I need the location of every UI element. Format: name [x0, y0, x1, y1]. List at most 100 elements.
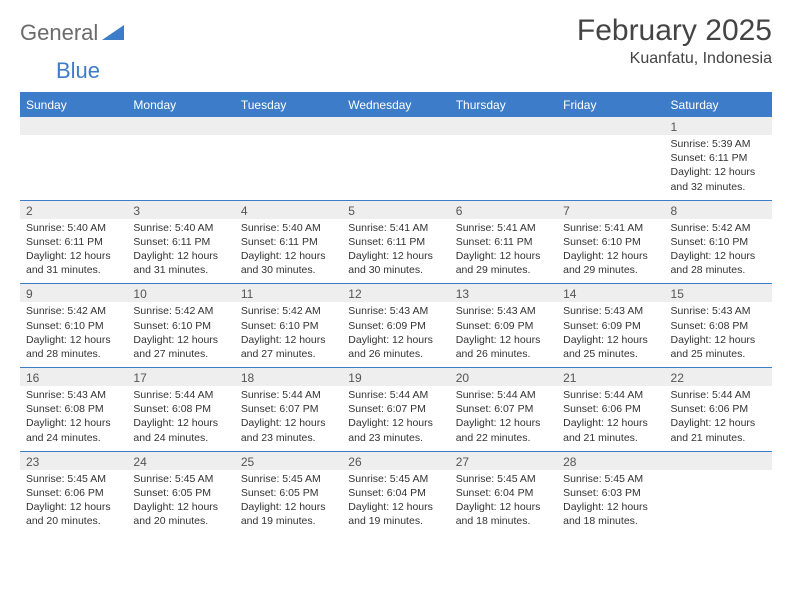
daylight-text: Daylight: 12 hours and 20 minutes. — [26, 500, 121, 528]
day-number: 20 — [450, 368, 557, 386]
cell-body: Sunrise: 5:44 AMSunset: 6:08 PMDaylight:… — [127, 386, 234, 451]
sunrise-text: Sunrise: 5:43 AM — [26, 388, 121, 402]
sunset-text: Sunset: 6:11 PM — [456, 235, 551, 249]
daylight-text: Daylight: 12 hours and 25 minutes. — [671, 333, 766, 361]
day-number: 25 — [235, 452, 342, 470]
daylight-text: Daylight: 12 hours and 30 minutes. — [241, 249, 336, 277]
daylight-text: Daylight: 12 hours and 27 minutes. — [133, 333, 228, 361]
title-block: February 2025 Kuanfatu, Indonesia — [577, 14, 772, 68]
sunrise-text: Sunrise: 5:44 AM — [133, 388, 228, 402]
calendar-cell: 12Sunrise: 5:43 AMSunset: 6:09 PMDayligh… — [342, 284, 449, 367]
cell-body: Sunrise: 5:40 AMSunset: 6:11 PMDaylight:… — [20, 219, 127, 284]
day-number — [235, 117, 342, 135]
cell-body: Sunrise: 5:44 AMSunset: 6:06 PMDaylight:… — [557, 386, 664, 451]
sunrise-text: Sunrise: 5:44 AM — [456, 388, 551, 402]
calendar-cell — [665, 452, 772, 535]
calendar-cell — [342, 117, 449, 200]
day-number: 26 — [342, 452, 449, 470]
calendar-cell: 18Sunrise: 5:44 AMSunset: 6:07 PMDayligh… — [235, 368, 342, 451]
sunrise-text: Sunrise: 5:41 AM — [348, 221, 443, 235]
calendar-cell: 4Sunrise: 5:40 AMSunset: 6:11 PMDaylight… — [235, 201, 342, 284]
day-number: 16 — [20, 368, 127, 386]
calendar-week: 1Sunrise: 5:39 AMSunset: 6:11 PMDaylight… — [20, 117, 772, 201]
calendar-cell: 27Sunrise: 5:45 AMSunset: 6:04 PMDayligh… — [450, 452, 557, 535]
day-number: 21 — [557, 368, 664, 386]
day-number — [665, 452, 772, 470]
cell-body: Sunrise: 5:43 AMSunset: 6:08 PMDaylight:… — [20, 386, 127, 451]
calendar-cell — [127, 117, 234, 200]
sunset-text: Sunset: 6:11 PM — [348, 235, 443, 249]
calendar-cell — [557, 117, 664, 200]
sunrise-text: Sunrise: 5:43 AM — [348, 304, 443, 318]
cell-body: Sunrise: 5:43 AMSunset: 6:08 PMDaylight:… — [665, 302, 772, 367]
day-number: 12 — [342, 284, 449, 302]
day-number: 9 — [20, 284, 127, 302]
calendar-cell: 20Sunrise: 5:44 AMSunset: 6:07 PMDayligh… — [450, 368, 557, 451]
daylight-text: Daylight: 12 hours and 21 minutes. — [671, 416, 766, 444]
cell-body: Sunrise: 5:42 AMSunset: 6:10 PMDaylight:… — [127, 302, 234, 367]
daylight-text: Daylight: 12 hours and 20 minutes. — [133, 500, 228, 528]
sunset-text: Sunset: 6:03 PM — [563, 486, 658, 500]
daylight-text: Daylight: 12 hours and 23 minutes. — [241, 416, 336, 444]
sunrise-text: Sunrise: 5:41 AM — [456, 221, 551, 235]
daylight-text: Daylight: 12 hours and 19 minutes. — [348, 500, 443, 528]
calendar-cell: 21Sunrise: 5:44 AMSunset: 6:06 PMDayligh… — [557, 368, 664, 451]
sunset-text: Sunset: 6:10 PM — [241, 319, 336, 333]
day-header: Monday — [127, 93, 234, 117]
cell-body: Sunrise: 5:44 AMSunset: 6:07 PMDaylight:… — [450, 386, 557, 451]
day-number: 14 — [557, 284, 664, 302]
calendar-cell: 2Sunrise: 5:40 AMSunset: 6:11 PMDaylight… — [20, 201, 127, 284]
calendar-cell: 14Sunrise: 5:43 AMSunset: 6:09 PMDayligh… — [557, 284, 664, 367]
calendar-cell: 6Sunrise: 5:41 AMSunset: 6:11 PMDaylight… — [450, 201, 557, 284]
day-number: 11 — [235, 284, 342, 302]
day-number — [450, 117, 557, 135]
sunset-text: Sunset: 6:09 PM — [563, 319, 658, 333]
day-number: 24 — [127, 452, 234, 470]
day-number — [342, 117, 449, 135]
calendar-cell: 10Sunrise: 5:42 AMSunset: 6:10 PMDayligh… — [127, 284, 234, 367]
weeks-container: 1Sunrise: 5:39 AMSunset: 6:11 PMDaylight… — [20, 117, 772, 534]
sunset-text: Sunset: 6:04 PM — [348, 486, 443, 500]
sunrise-text: Sunrise: 5:43 AM — [563, 304, 658, 318]
calendar-cell: 23Sunrise: 5:45 AMSunset: 6:06 PMDayligh… — [20, 452, 127, 535]
sunset-text: Sunset: 6:10 PM — [671, 235, 766, 249]
day-number: 5 — [342, 201, 449, 219]
cell-body: Sunrise: 5:44 AMSunset: 6:07 PMDaylight:… — [235, 386, 342, 451]
day-number: 4 — [235, 201, 342, 219]
sunrise-text: Sunrise: 5:39 AM — [671, 137, 766, 151]
daylight-text: Daylight: 12 hours and 28 minutes. — [26, 333, 121, 361]
calendar-cell: 28Sunrise: 5:45 AMSunset: 6:03 PMDayligh… — [557, 452, 664, 535]
sunset-text: Sunset: 6:11 PM — [26, 235, 121, 249]
cell-body: Sunrise: 5:42 AMSunset: 6:10 PMDaylight:… — [235, 302, 342, 367]
sunset-text: Sunset: 6:06 PM — [563, 402, 658, 416]
sunset-text: Sunset: 6:07 PM — [241, 402, 336, 416]
calendar-week: 16Sunrise: 5:43 AMSunset: 6:08 PMDayligh… — [20, 368, 772, 452]
sunset-text: Sunset: 6:10 PM — [563, 235, 658, 249]
daylight-text: Daylight: 12 hours and 28 minutes. — [671, 249, 766, 277]
calendar-week: 23Sunrise: 5:45 AMSunset: 6:06 PMDayligh… — [20, 452, 772, 535]
cell-body: Sunrise: 5:45 AMSunset: 6:04 PMDaylight:… — [342, 470, 449, 535]
cell-body — [450, 135, 557, 143]
sunset-text: Sunset: 6:05 PM — [133, 486, 228, 500]
calendar: Sunday Monday Tuesday Wednesday Thursday… — [20, 92, 772, 534]
daylight-text: Daylight: 12 hours and 22 minutes. — [456, 416, 551, 444]
sunrise-text: Sunrise: 5:43 AM — [456, 304, 551, 318]
sunrise-text: Sunrise: 5:40 AM — [133, 221, 228, 235]
calendar-cell: 16Sunrise: 5:43 AMSunset: 6:08 PMDayligh… — [20, 368, 127, 451]
daylight-text: Daylight: 12 hours and 32 minutes. — [671, 165, 766, 193]
day-header: Sunday — [20, 93, 127, 117]
day-number — [127, 117, 234, 135]
sunrise-text: Sunrise: 5:45 AM — [241, 472, 336, 486]
location: Kuanfatu, Indonesia — [577, 50, 772, 68]
sunset-text: Sunset: 6:11 PM — [133, 235, 228, 249]
calendar-cell — [450, 117, 557, 200]
day-number: 10 — [127, 284, 234, 302]
day-number: 3 — [127, 201, 234, 219]
daylight-text: Daylight: 12 hours and 23 minutes. — [348, 416, 443, 444]
day-number: 17 — [127, 368, 234, 386]
daylight-text: Daylight: 12 hours and 27 minutes. — [241, 333, 336, 361]
calendar-cell: 22Sunrise: 5:44 AMSunset: 6:06 PMDayligh… — [665, 368, 772, 451]
daylight-text: Daylight: 12 hours and 31 minutes. — [133, 249, 228, 277]
sunrise-text: Sunrise: 5:43 AM — [671, 304, 766, 318]
day-number: 8 — [665, 201, 772, 219]
